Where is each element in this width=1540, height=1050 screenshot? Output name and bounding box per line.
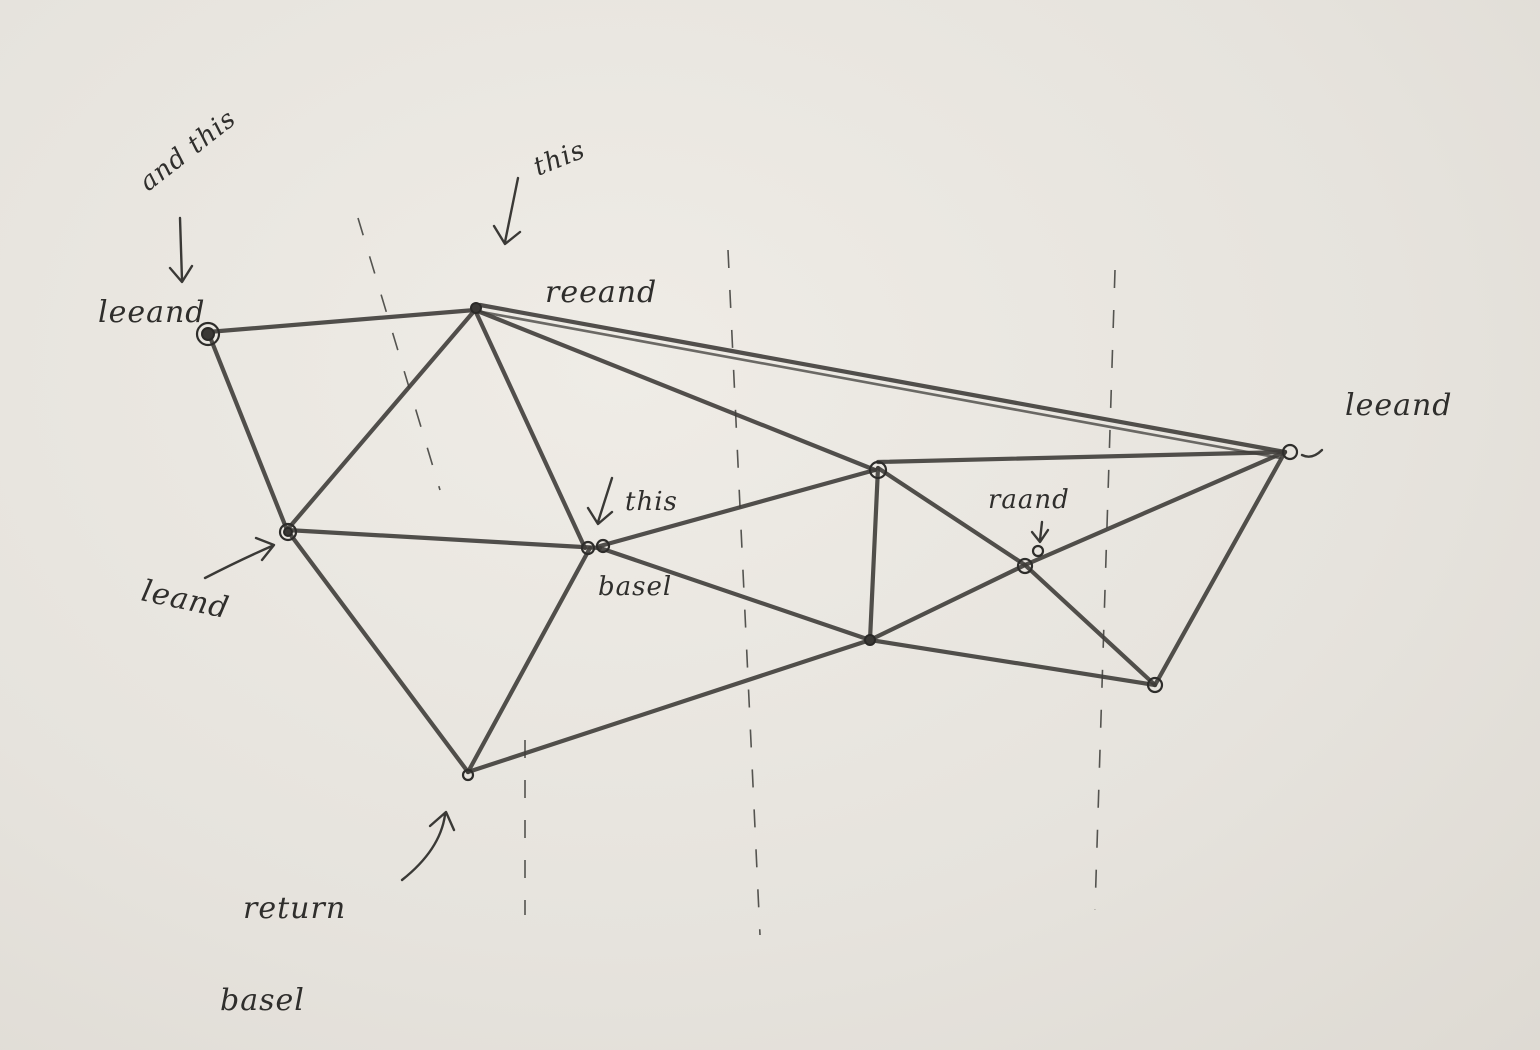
arrow-icon <box>1030 520 1050 544</box>
label-leand: leand <box>138 574 232 627</box>
edge <box>597 467 878 549</box>
label-this-top: this <box>529 135 589 183</box>
column-guides <box>357 217 1116 936</box>
edge <box>205 329 290 533</box>
edge <box>465 545 593 775</box>
arrow-icon <box>586 476 614 526</box>
arrow-icon <box>1300 448 1324 458</box>
node <box>461 768 475 782</box>
label-basel-mid: basel <box>598 572 672 602</box>
edge <box>284 527 603 551</box>
edge <box>867 562 1028 643</box>
guide-line-4 <box>1094 269 1116 911</box>
node <box>1031 544 1045 558</box>
label-leeand-left: leeand <box>98 295 206 330</box>
arrow-icon <box>400 810 456 882</box>
edge <box>472 307 588 551</box>
nodes <box>195 302 1299 782</box>
node <box>195 321 221 347</box>
node <box>201 327 215 341</box>
node <box>868 460 888 480</box>
label-reeand: reeand <box>545 275 657 310</box>
label-raand: raand <box>988 485 1070 515</box>
node <box>283 527 293 537</box>
edges <box>205 302 1288 775</box>
label-this-mid: this <box>625 487 678 517</box>
guide-line-1 <box>357 217 441 491</box>
node <box>1016 557 1034 575</box>
edge <box>1152 449 1288 688</box>
node <box>278 522 298 542</box>
arrow-icon <box>168 216 194 284</box>
guide-line-3 <box>727 249 761 936</box>
edge <box>867 637 1158 688</box>
node <box>1146 676 1164 694</box>
edge <box>284 307 478 533</box>
edge <box>477 302 1288 455</box>
label-and-this: and this <box>134 104 242 198</box>
arrows <box>168 176 1324 882</box>
node <box>470 302 482 314</box>
edge <box>1022 562 1158 688</box>
label-leeand-right: leeand <box>1345 388 1453 423</box>
edge <box>597 545 873 643</box>
label-return: return <box>243 891 346 926</box>
node <box>595 538 611 554</box>
edge <box>867 465 881 643</box>
edge <box>205 307 478 335</box>
arrow-icon <box>492 176 522 246</box>
node <box>864 634 876 646</box>
edge <box>284 527 471 775</box>
arrow-icon <box>203 536 276 580</box>
node <box>580 540 596 556</box>
edge <box>1022 449 1288 568</box>
edge <box>875 449 1288 465</box>
edge <box>875 465 1028 568</box>
edge <box>477 309 878 473</box>
node <box>1281 443 1299 461</box>
edge <box>465 637 873 775</box>
edge <box>480 310 1282 460</box>
handwritten-labels: and this this reeand leeand leand this b… <box>98 104 1453 1018</box>
label-basel-bottom: basel <box>220 983 305 1018</box>
